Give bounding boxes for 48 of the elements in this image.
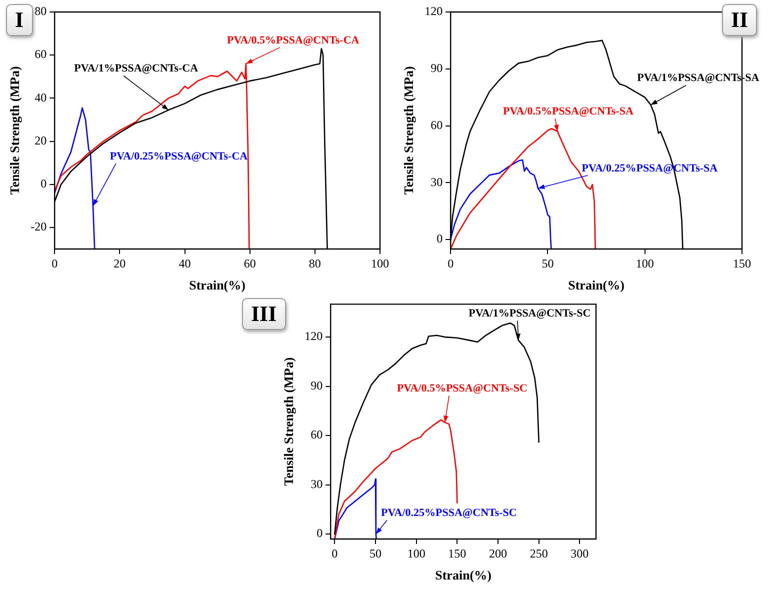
y-tick-label: 0 [316, 526, 323, 540]
text: PVA/0.5%PSSA@CNTs-CA [227, 34, 360, 46]
x-tick-label: 20 [114, 256, 126, 270]
x-axis-title: Strain(%) [435, 568, 492, 583]
y-tick-label: 90 [310, 378, 323, 392]
x-tick-label: 50 [370, 546, 382, 560]
x-tick-label: 100 [636, 256, 654, 270]
x-tick-label: 40 [178, 256, 191, 270]
x-tick-label: 150 [733, 256, 751, 270]
x-tick-label: 300 [570, 546, 589, 560]
x-axis-title: Strain(%) [189, 278, 246, 293]
y-tick-label: 90 [430, 61, 443, 76]
y-axis-title: Tensile Strength (MPa) [281, 357, 296, 486]
text: PVA/0.5%PSSA@CNTs-SA [503, 105, 634, 118]
y-tick-label: 60 [310, 428, 323, 442]
y-tick-label: 40 [34, 90, 47, 104]
text: PVA/0.5%PSSA@CNTs-SC [396, 382, 528, 395]
x-tick-label: 0 [448, 256, 454, 270]
y-tick-label: 0 [436, 232, 443, 246]
y-tick-label: 30 [430, 174, 443, 189]
x-tick-label: 250 [530, 546, 548, 560]
annotation: II [722, 4, 758, 36]
text: I [6, 4, 33, 36]
x-tick-label: 100 [407, 546, 426, 560]
y-axis-title: Tensile Strength (MPa) [401, 66, 416, 195]
y-tick-label: 20 [34, 133, 47, 148]
x-tick-label: 100 [371, 256, 389, 270]
y-tick-label: 80 [34, 4, 47, 18]
series-label: PVA/0.25%PSSA@CNTs-CA [110, 150, 248, 162]
y-tick-label: 120 [424, 4, 443, 18]
y-tick-label: 30 [310, 476, 323, 491]
x-tick-label: 0 [52, 256, 58, 270]
x-tick-label: 150 [448, 546, 466, 560]
x-axis-title: Strain(%) [568, 278, 624, 293]
series-label: PVA/1%PSSA@CNTs-CA [74, 62, 198, 75]
y-tick-label: 60 [430, 118, 443, 132]
x-tick-label: 60 [244, 256, 256, 270]
x-tick-label: 50 [542, 256, 554, 270]
series-label: PVA/1%PSSA@CNTs-SC [468, 307, 591, 320]
y-tick-label: 120 [304, 329, 323, 344]
x-tick-label: 0 [332, 546, 338, 560]
y-tick-label: -20 [30, 220, 47, 234]
text: III [242, 298, 286, 330]
x-tick-label: 200 [489, 546, 508, 560]
y-tick-label: 0 [40, 176, 47, 191]
y-axis-title: Tensile Strength (MPa) [7, 66, 22, 195]
series-label: PVA/0.25%PSSA@CNTs-SC [381, 507, 517, 520]
y-tick-label: 60 [34, 47, 47, 62]
